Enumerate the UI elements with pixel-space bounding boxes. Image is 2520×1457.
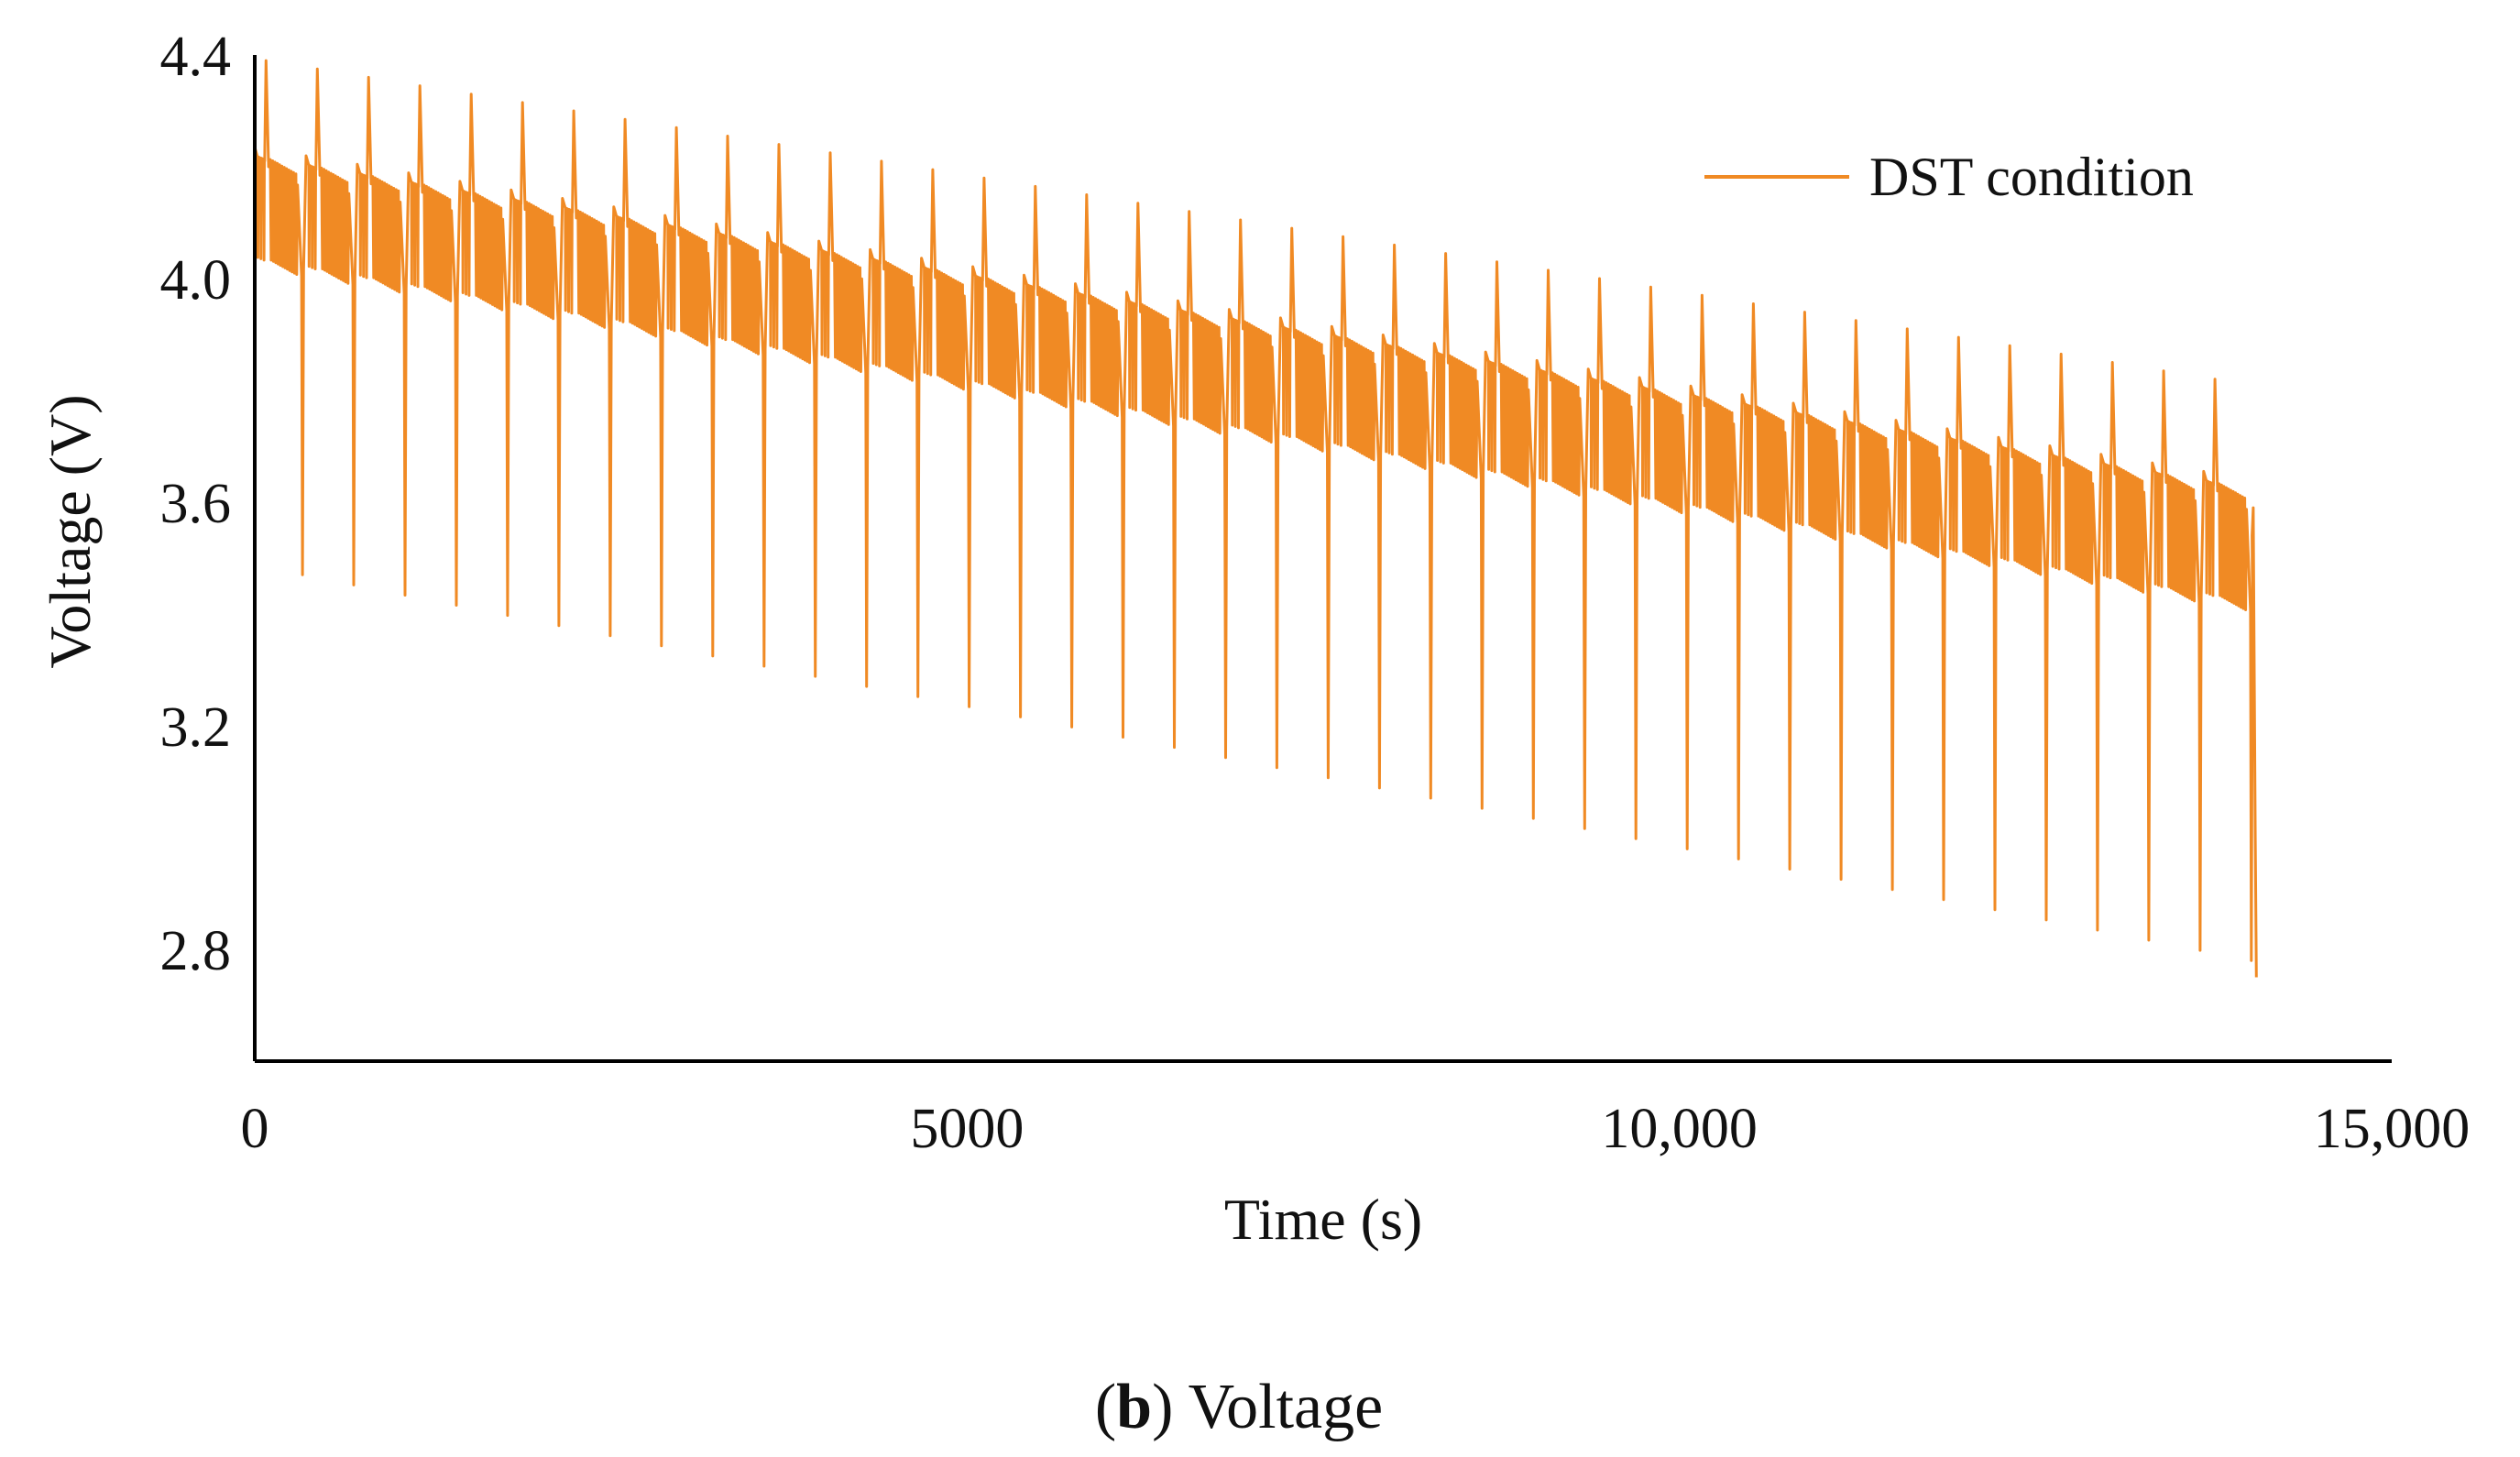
y-tick-label: 4.4 [160, 26, 232, 88]
figure-caption: (b) Voltage [1095, 1372, 1383, 1442]
caption-open-paren: ( [1095, 1372, 1116, 1442]
legend-label-dst: DST condition [1869, 147, 2194, 207]
caption-close-paren: ) [1152, 1372, 1173, 1442]
x-tick-labels: 0 5000 10,000 15,000 [241, 1098, 2471, 1160]
legend: DST condition [1704, 147, 2194, 207]
x-tick-label: 0 [241, 1098, 269, 1160]
x-tick-label: 10,000 [1601, 1098, 1758, 1160]
x-axis-title: Time (s) [1224, 1187, 1422, 1252]
caption-letter: b [1116, 1372, 1152, 1442]
y-tick-label: 4.0 [160, 249, 232, 312]
caption-text: Voltage [1173, 1372, 1383, 1442]
y-tick-label: 3.2 [160, 696, 232, 759]
y-axis-title: Voltage (V) [38, 394, 103, 668]
series-line-dst-condition [253, 59, 2258, 978]
x-tick-label: 15,000 [2314, 1098, 2471, 1160]
series-layer [253, 59, 2258, 978]
y-tick-label: 2.8 [160, 920, 232, 982]
y-tick-labels: 2.8 3.2 3.6 4.0 4.4 [160, 26, 232, 982]
x-tick-label: 5000 [910, 1098, 1024, 1160]
y-tick-label: 3.6 [160, 473, 232, 535]
